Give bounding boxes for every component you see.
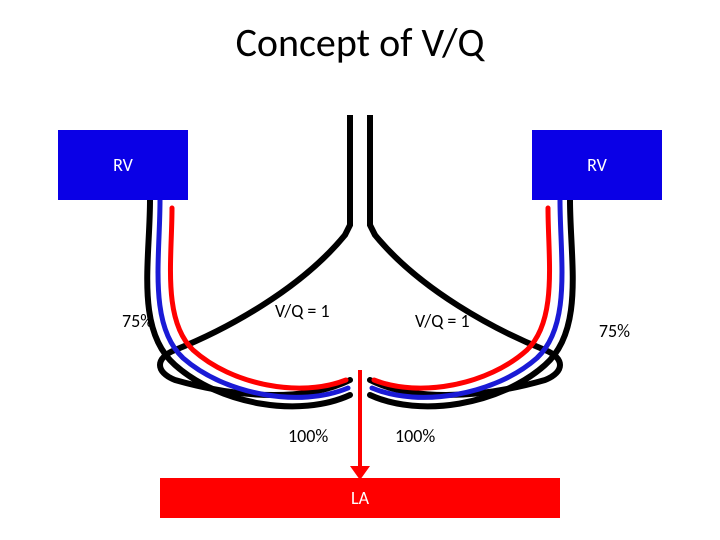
rv-right-label: RV bbox=[587, 154, 607, 176]
trachea-left-wall bbox=[345, 115, 350, 235]
left-venous bbox=[158, 200, 348, 397]
la-label: LA bbox=[351, 487, 369, 509]
vq-left-label: V/Q = 1 bbox=[275, 300, 330, 322]
trachea-right-wall bbox=[370, 115, 375, 235]
la-box: LA bbox=[160, 478, 560, 518]
oxy-right-label: 100% bbox=[395, 425, 435, 447]
rv-left-label: RV bbox=[113, 154, 133, 176]
vq-right-label: V/Q = 1 bbox=[415, 310, 470, 332]
saturation-right-label: 75% bbox=[599, 320, 630, 342]
right-venous bbox=[372, 200, 562, 397]
oxy-left-label: 100% bbox=[288, 425, 328, 447]
right-arterial bbox=[374, 208, 550, 388]
right-capillary-outline bbox=[370, 200, 573, 406]
rv-left-box: RV bbox=[58, 130, 188, 200]
saturation-left-label: 75% bbox=[122, 310, 153, 332]
vq-diagram bbox=[0, 0, 720, 540]
page-title: Concept of V/Q bbox=[0, 18, 720, 67]
rv-right-box: RV bbox=[532, 130, 662, 200]
left-arterial bbox=[170, 208, 346, 388]
